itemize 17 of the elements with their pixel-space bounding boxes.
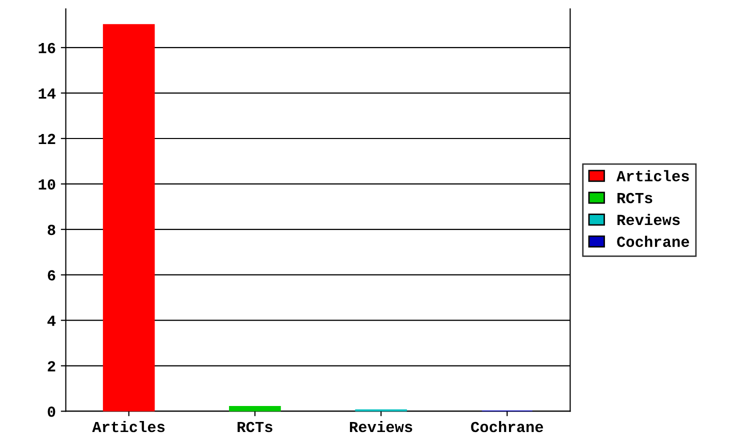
y-tick-label: 2 bbox=[48, 361, 56, 372]
x-tick-label: Cochrane bbox=[471, 420, 544, 432]
x-tick-label: Reviews bbox=[350, 420, 412, 432]
legend-label: Reviews bbox=[617, 214, 680, 226]
x-tick-label: Articles bbox=[92, 420, 165, 432]
y-tick-label: 16 bbox=[38, 42, 56, 54]
y-tick-label: 4 bbox=[47, 316, 56, 326]
legend-label: Articles bbox=[616, 170, 689, 182]
legend-label: RCTs bbox=[617, 192, 652, 204]
y-tick-label: 6 bbox=[48, 270, 56, 281]
y-tick-label: 10 bbox=[38, 179, 56, 190]
legend-label: Cochrane bbox=[617, 236, 690, 248]
x-tick-label: RCTs bbox=[238, 422, 272, 432]
y-tick-label: 12 bbox=[38, 134, 56, 144]
y-tick-label: 0 bbox=[48, 406, 56, 417]
y-tick-label: 8 bbox=[48, 224, 56, 236]
y-tick-label: 14 bbox=[38, 88, 56, 99]
